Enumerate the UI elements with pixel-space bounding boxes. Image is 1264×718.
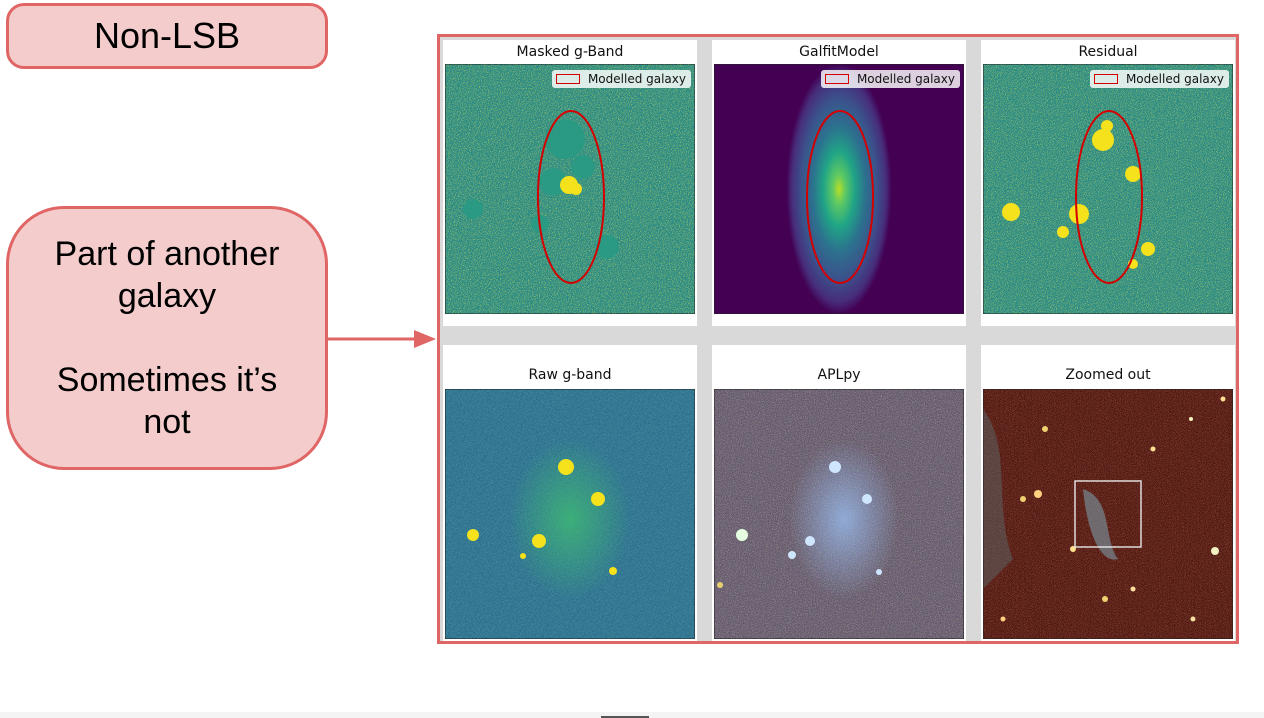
panel-title: GalfitModel — [799, 44, 879, 60]
figure-panel-grid: Masked g-Band — [437, 34, 1239, 644]
galfit-model-image — [714, 64, 964, 314]
annotation-line: galaxy — [117, 277, 217, 315]
panel-galfit-model: GalfitModel Modelled galaxy — [712, 40, 966, 326]
scroll-handle[interactable] — [601, 716, 649, 718]
panel-masked-g-band: Masked g-Band — [443, 40, 697, 326]
legend-swatch — [1093, 74, 1118, 84]
panel-title: Zoomed out — [1065, 367, 1151, 383]
legend-label: Modelled galaxy — [1125, 72, 1224, 86]
panel-title: Residual — [1078, 44, 1138, 60]
zoomed-out-image — [983, 389, 1233, 639]
panel-raw-g-band: Raw g-band — [443, 345, 697, 641]
panel-title: Masked g-Band — [516, 44, 624, 60]
chart-legend: Modelled galaxy — [1089, 70, 1229, 88]
annotation-spacer — [55, 317, 280, 359]
panel-zoomed-out: Zoomed out — [981, 345, 1235, 641]
legend-swatch — [824, 74, 849, 84]
panel-title: Raw g-band — [528, 367, 612, 383]
footer-bar — [0, 712, 1264, 718]
aplpy-color-image — [714, 389, 964, 639]
panel-title: APLpy — [817, 367, 861, 383]
raw-g-band-image — [445, 389, 695, 639]
annotation-line: Sometimes it’s — [56, 361, 278, 399]
masked-g-band-image — [445, 64, 695, 314]
annotation-callout: Part of another galaxy Sometimes it’s no… — [6, 206, 328, 470]
arrow-right-icon — [328, 330, 436, 348]
annotation-line: not — [143, 403, 191, 441]
legend-label: Modelled galaxy — [587, 72, 686, 86]
panel-aplpy: APLpy — [712, 345, 966, 641]
legend-swatch — [555, 74, 580, 84]
category-label-text: Non-LSB — [93, 15, 241, 56]
category-label: Non-LSB — [6, 3, 328, 69]
annotation-line: Part of another — [54, 235, 280, 273]
panel-residual: Residual — [981, 40, 1235, 326]
legend-label: Modelled galaxy — [856, 72, 955, 86]
chart-legend: Modelled galaxy — [820, 70, 960, 88]
residual-image — [983, 64, 1233, 314]
chart-legend: Modelled galaxy — [551, 70, 691, 88]
